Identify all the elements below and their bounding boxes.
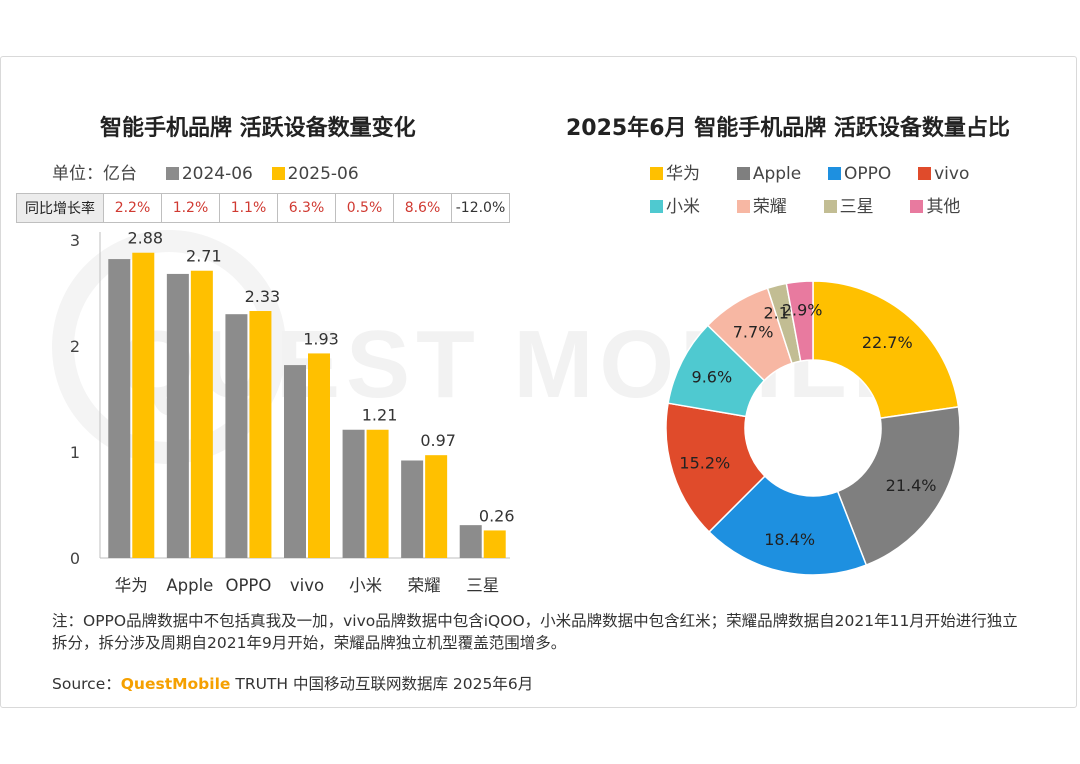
- yoy-cell-honor: 8.6%: [393, 193, 452, 223]
- footnote: 注：OPPO品牌数据中不包括真我及一加，vivo品牌数据中包含iQOO，小米品牌…: [52, 612, 1018, 652]
- bar-data-label: 2.71: [186, 247, 222, 266]
- bar-data-label: 2.33: [245, 287, 281, 306]
- legend-label-2024: 2024-06: [181, 164, 253, 184]
- bar-2025-4: [366, 429, 389, 558]
- legend-swatch-oppo: [828, 167, 842, 180]
- right-chart-title: 2025年6月 智能手机品牌 活跃设备数量占比: [566, 116, 1010, 141]
- yoy-table: 同比增长率 2.2% 1.2% 1.1% 6.3% 0.5% 8.6% -12.…: [16, 193, 510, 223]
- bar-2024-3: [284, 365, 306, 558]
- legend-label-vivo: vivo: [934, 164, 970, 184]
- legend-label-huawei: 华为: [666, 164, 700, 184]
- pie-legend-row-1: 华为 Apple OPPO vivo: [650, 159, 969, 184]
- legend-swatch-2024: [165, 167, 179, 180]
- legend-label-apple: Apple: [752, 164, 802, 184]
- x-category-label: vivo: [290, 576, 324, 595]
- source-brand: QuestMobile: [120, 675, 231, 693]
- bar-data-label: 0.97: [420, 431, 456, 450]
- yoy-cell-samsung: -12.0%: [451, 193, 510, 223]
- unit-label: 单位：亿台: [52, 164, 137, 184]
- bar-2025-3: [308, 353, 330, 558]
- donut-slice-7: [785, 280, 814, 362]
- y-tick-label: 0: [70, 549, 80, 568]
- donut-value-label: 18.4%: [764, 530, 815, 549]
- pie-legend-row-2: 小米 荣耀 三星 其他: [650, 192, 960, 217]
- bar-data-label: 2.88: [127, 229, 163, 248]
- legend-label-samsung: 三星: [839, 197, 874, 217]
- left-chart-title: 智能手机品牌 活跃设备数量变化: [100, 116, 416, 141]
- source-line: Source：QuestMobile TRUTH 中国移动互联网数据库 2025…: [52, 672, 533, 694]
- y-tick-label: 1: [70, 443, 80, 462]
- donut-value-label: 22.7%: [862, 333, 913, 352]
- bar-2024-0: [108, 259, 131, 558]
- legend-label-other: 其他: [926, 197, 961, 217]
- yoy-cell-huawei: 2.2%: [103, 193, 162, 223]
- legend-label-oppo: OPPO: [844, 164, 892, 184]
- donut-slice-1: [836, 405, 961, 566]
- legend-label-honor: 荣耀: [752, 197, 787, 217]
- bar-data-label: 1.21: [362, 406, 398, 425]
- legend-label-xiaomi: 小米: [666, 197, 700, 217]
- source-rest: TRUTH 中国移动互联网数据库 2025年6月: [230, 675, 534, 693]
- donut-value-label: 2.9%: [782, 300, 823, 319]
- x-category-label: 华为: [115, 576, 148, 595]
- bar-2024-4: [342, 429, 365, 558]
- donut-slice-0: [812, 280, 960, 420]
- legend-swatch-samsung: [823, 200, 837, 213]
- legend-swatch-vivo: [918, 167, 932, 180]
- x-category-label: 小米: [349, 576, 382, 595]
- y-tick-label: 2: [70, 337, 80, 356]
- donut-value-label: 15.2%: [679, 453, 730, 472]
- legend-swatch-honor: [736, 200, 750, 213]
- y-tick-label: 3: [70, 231, 80, 250]
- yoy-cell-xiaomi: 0.5%: [335, 193, 394, 223]
- donut-value-label: 9.6%: [692, 367, 733, 386]
- bar-data-label: 1.93: [303, 329, 339, 348]
- donut-slice-2: [707, 475, 868, 576]
- donut-value-label: 7.7%: [733, 323, 774, 342]
- bar-2025-0: [132, 252, 155, 558]
- x-category-label: OPPO: [225, 576, 271, 595]
- x-category-label: 荣耀: [408, 576, 441, 595]
- yoy-cell-oppo: 1.1%: [219, 193, 278, 223]
- bar-legend: 单位：亿台 2024-06 2025-06: [52, 159, 359, 184]
- bar-2024-2: [225, 314, 248, 558]
- bar-2024-1: [166, 273, 189, 558]
- bar-2025-2: [249, 311, 272, 558]
- legend-swatch-2025: [271, 167, 285, 180]
- source-prefix: Source：: [52, 675, 121, 693]
- bar-2024-5: [401, 460, 424, 558]
- bar-2024-6: [459, 525, 482, 558]
- donut-value-label: 21.4%: [886, 476, 937, 495]
- bar-2025-6: [483, 530, 506, 558]
- bar-2025-1: [190, 270, 213, 558]
- bar-data-label: 0.26: [479, 506, 515, 525]
- legend-label-2025: 2025-06: [287, 164, 359, 184]
- legend-swatch-huawei: [650, 167, 663, 180]
- yoy-header: 同比增长率: [16, 193, 104, 223]
- legend-swatch-apple: [736, 167, 750, 180]
- legend-swatch-other: [910, 200, 924, 213]
- legend-swatch-xiaomi: [650, 200, 663, 213]
- x-category-label: Apple: [166, 576, 213, 595]
- x-category-label: 三星: [466, 576, 499, 595]
- bar-2025-5: [425, 455, 448, 558]
- yoy-cell-vivo: 6.3%: [277, 193, 336, 223]
- yoy-cell-apple: 1.2%: [161, 193, 220, 223]
